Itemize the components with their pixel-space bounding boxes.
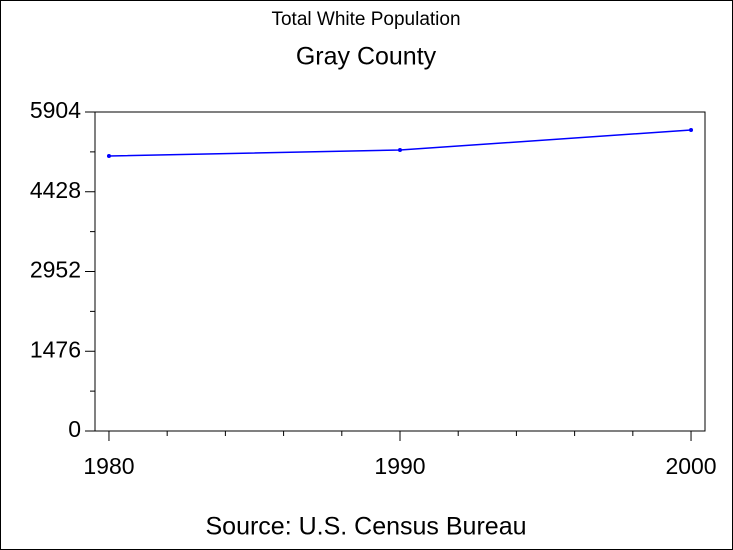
data-point — [398, 147, 402, 152]
y-tick-label: 0 — [68, 416, 81, 442]
x-tick-label: 1990 — [374, 453, 425, 479]
data-point — [689, 127, 694, 132]
y-tick-label: 5904 — [30, 97, 81, 123]
source-note: Source: U.S. Census Bureau — [206, 513, 527, 541]
chart-subtitle: Gray County — [296, 43, 437, 71]
x-tick-label: 1980 — [83, 453, 134, 479]
y-tick-label: 1476 — [30, 336, 81, 362]
y-tick-label: 4428 — [30, 177, 81, 203]
y-tick-label: 2952 — [30, 257, 81, 283]
chart-title: Total White Population — [271, 9, 460, 30]
data-point — [106, 153, 111, 158]
x-tick-label: 2000 — [665, 453, 716, 479]
